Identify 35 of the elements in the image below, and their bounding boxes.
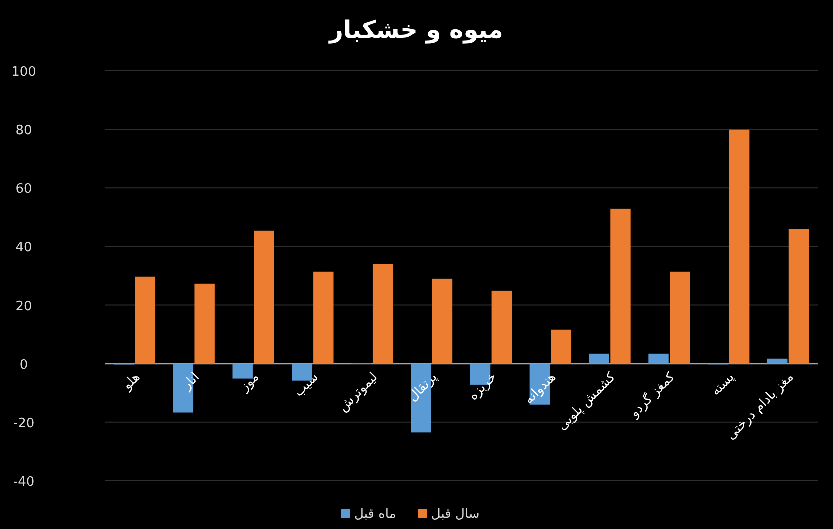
x-tick-label: لیموترش [336,370,382,416]
y-tick-label: 60 [16,182,32,198]
bar [648,354,669,364]
x-tick-label: سیب [292,370,322,400]
bar [432,278,453,364]
x-tick-label: کمغز گردو [626,368,679,422]
bar [135,276,156,364]
x-tick-label: هلو [120,370,144,394]
legend-label: ماه قبل [354,507,396,522]
x-tick-label: پسته [708,370,738,400]
x-tick-label: موز [236,370,262,396]
x-tick-label: پرتقال [406,370,441,406]
y-tick-label: -20 [13,416,35,432]
bar [314,272,334,364]
y-tick-label: 100 [12,65,36,80]
legend-label: سال قبل [431,507,480,522]
y-tick-label: 80 [16,124,32,139]
bar [551,330,572,364]
bar [729,130,750,364]
bar [788,229,810,364]
bar [492,290,512,364]
bar [254,230,274,364]
bar [670,272,690,364]
chart-title: میوه و خشکبار [328,16,504,44]
bar [372,264,394,364]
bar [767,358,788,364]
bar [194,284,215,364]
y-tick-label: 40 [16,240,32,256]
bar [589,354,610,364]
y-tick-label: 20 [16,299,32,314]
y-tick-label: -40 [13,475,35,490]
x-tick-label: خربزه [466,370,500,404]
bar [610,208,631,364]
y-tick-label: 0 [20,358,28,373]
x-tick-label: انار [179,370,203,394]
